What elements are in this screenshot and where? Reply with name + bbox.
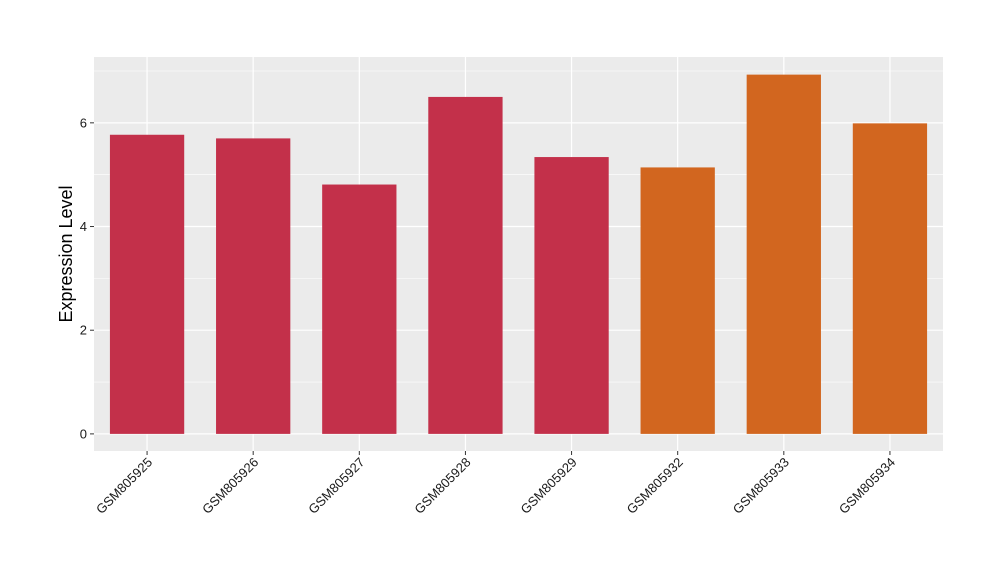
- x-tick-label: GSM805933: [730, 455, 792, 517]
- y-tick-label: 6: [80, 115, 87, 130]
- x-tick-label: GSM805927: [305, 455, 367, 517]
- y-tick-label: 4: [80, 219, 87, 234]
- bar-GSM805926: [216, 138, 291, 434]
- y-tick-label: 2: [80, 323, 87, 338]
- y-tick-label: 0: [80, 426, 87, 441]
- y-axis-title: Expression Level: [56, 185, 76, 322]
- x-axis: GSM805925 GSM805926 GSM805927 GSM805928 GSM8…: [93, 451, 898, 517]
- bar-GSM805928: [428, 96, 503, 434]
- y-axis: 0 2 4 6: [80, 115, 94, 441]
- x-tick-label: GSM805928: [411, 455, 473, 517]
- x-tick-label: GSM805926: [199, 455, 261, 517]
- bar-GSM805927: [322, 184, 397, 434]
- bar-GSM805925: [109, 134, 185, 434]
- bars: [109, 74, 928, 434]
- bar-GSM805933: [746, 74, 821, 434]
- x-tick-label: GSM805929: [517, 455, 579, 517]
- x-tick-label: GSM805934: [836, 455, 898, 517]
- x-tick-label: GSM805925: [93, 455, 155, 517]
- x-tick-label: GSM805932: [624, 455, 686, 517]
- bar-GSM805932: [640, 167, 715, 434]
- bar-GSM805929: [534, 157, 609, 434]
- bar-GSM805934: [852, 123, 928, 434]
